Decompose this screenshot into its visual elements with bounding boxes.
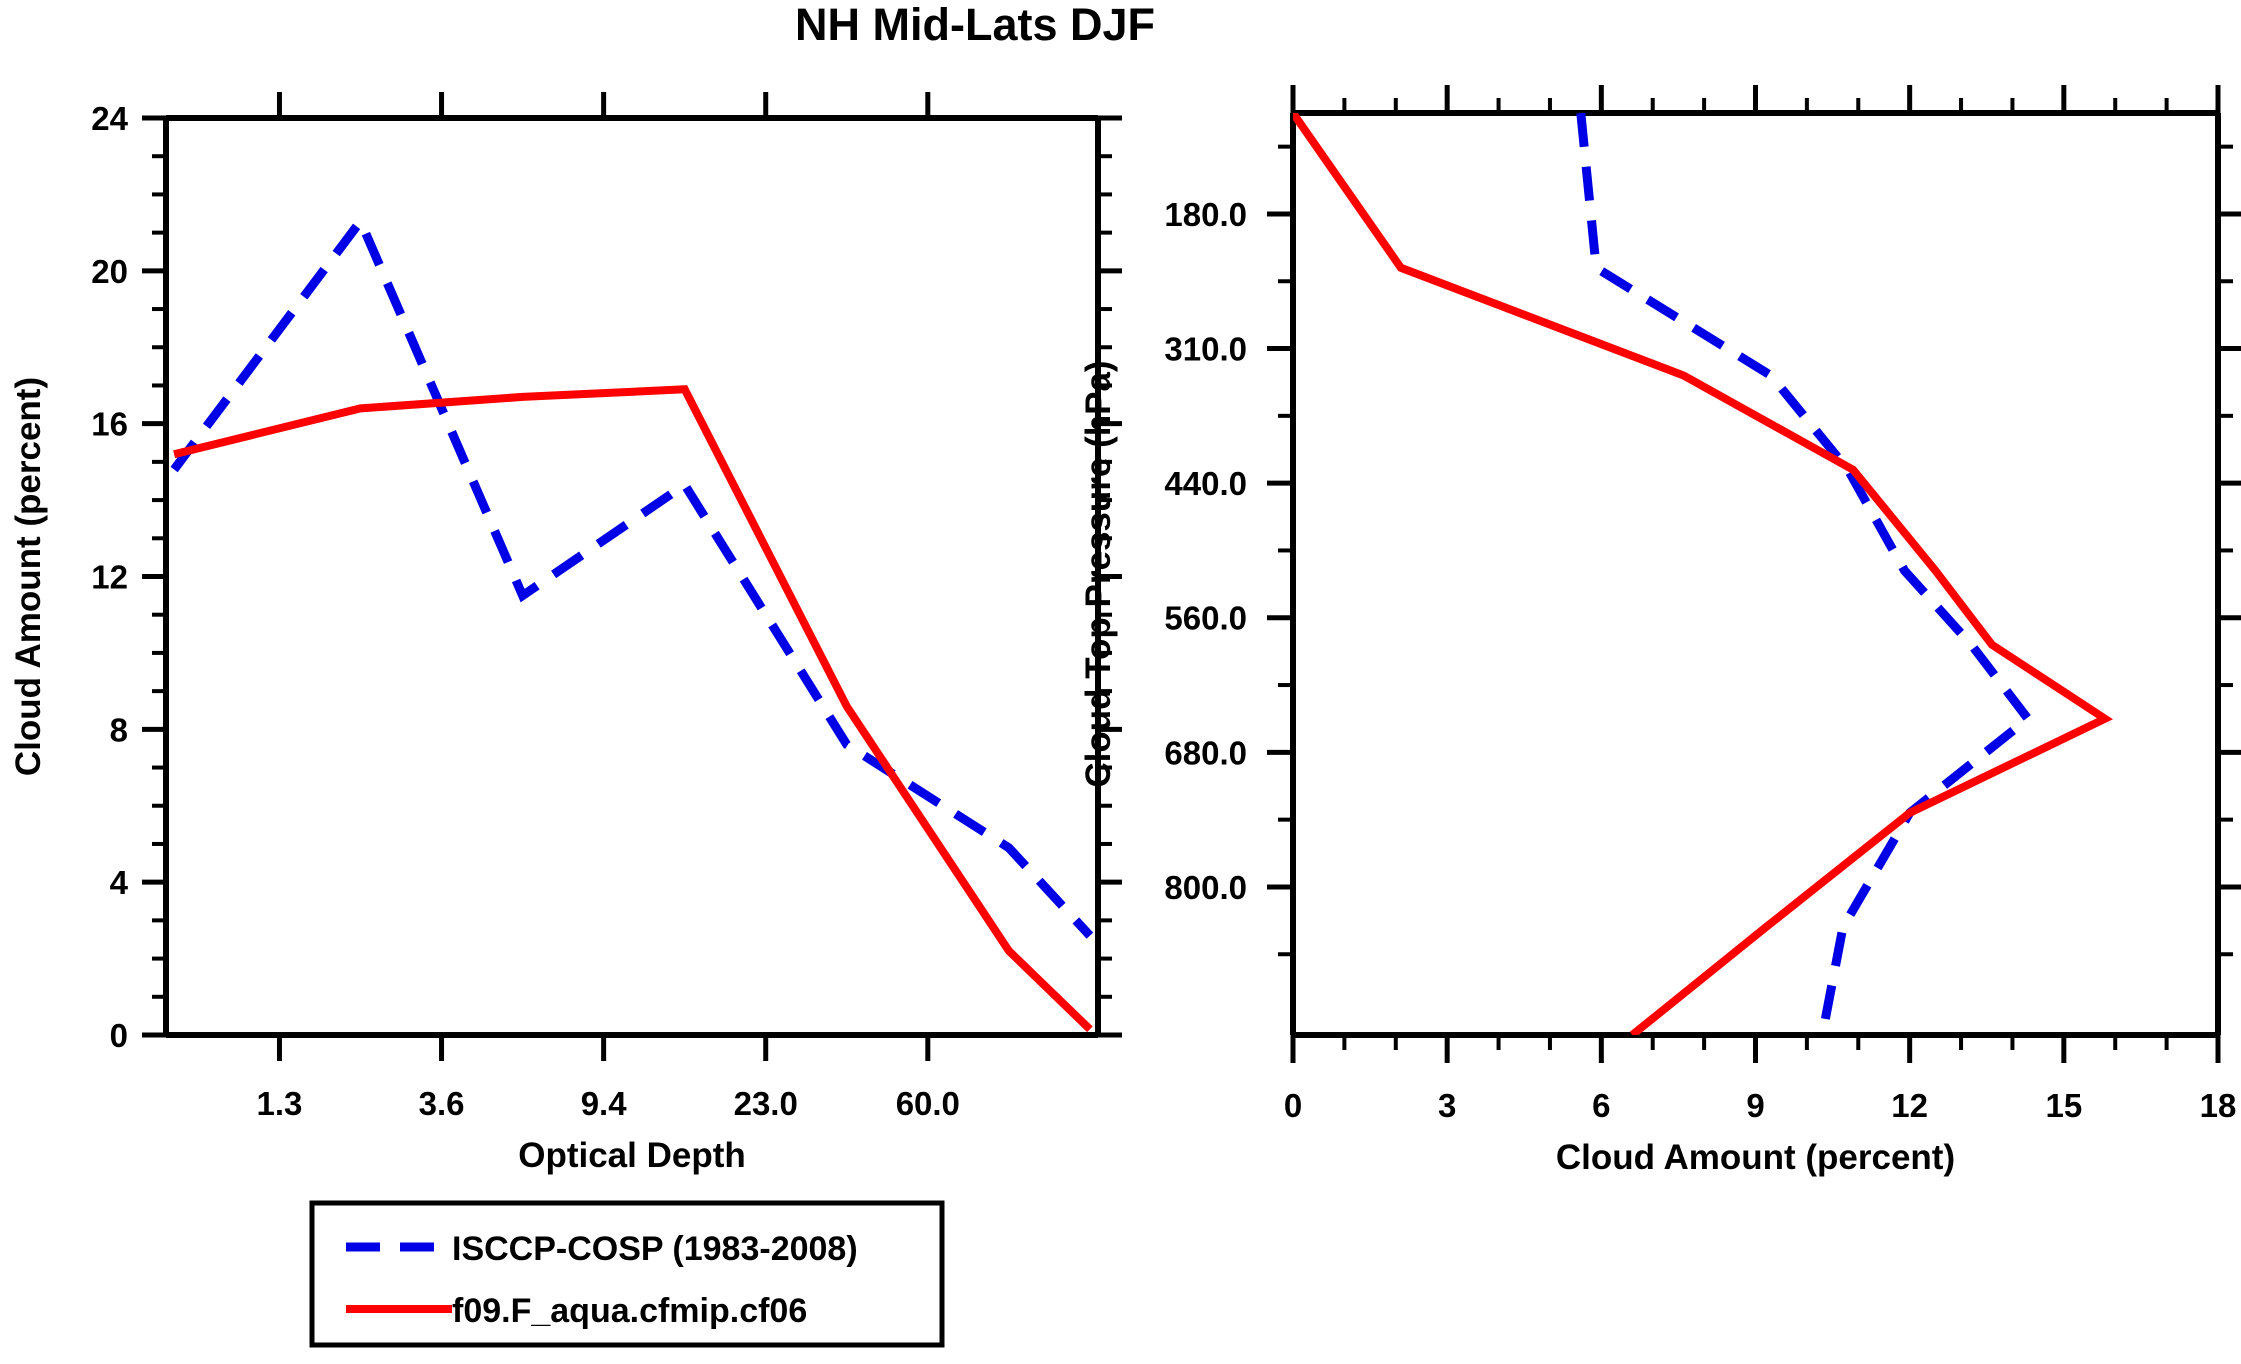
cloud-top-pressure-chart: 180.0 310.0 440.0 560.0 680.0 800.0 0 3 6 9 12 15 18…: [1079, 85, 2241, 1177]
left-x-tick-label: 3.6: [419, 1085, 465, 1122]
right-x-tick-label: 12: [1891, 1087, 1928, 1124]
right-y-tick-label: 560.0: [1164, 600, 1247, 637]
left-y-tick-label: 24: [91, 100, 128, 137]
right-y-tick-label: 180.0: [1164, 196, 1247, 233]
right-series-obs: [1576, 113, 2035, 1035]
right-x-axis-label: Cloud Amount (percent): [1556, 1138, 1955, 1177]
left-series-model: [173, 385, 1093, 1033]
figure-title: NH Mid-Lats DJF: [795, 0, 1155, 50]
left-y-tick-label: 4: [110, 864, 129, 901]
right-x-tick-label: 18: [2200, 1087, 2237, 1124]
optical-depth-chart: 0 4 8 12 16 20 24 1.3 3.6 9.4 23.0 60.0 Optical Dept…: [9, 92, 1122, 1175]
legend-label-model: f09.F_aqua.cfmip.cf06: [452, 1292, 807, 1330]
right-y-tick-label: 310.0: [1164, 331, 1247, 368]
right-x-tick-label: 9: [1746, 1087, 1764, 1124]
left-series-obs: [170, 212, 1094, 939]
right-y-axis-label: Cloud Top Pressure (hPa): [1079, 360, 1118, 787]
left-x-tick-label: 1.3: [257, 1085, 303, 1122]
right-x-tick-label: 0: [1284, 1087, 1302, 1124]
left-x-axis-label: Optical Depth: [518, 1136, 746, 1175]
left-x-tick-label: 60.0: [896, 1085, 960, 1122]
left-y-axis-label: Cloud Amount (percent): [9, 377, 48, 776]
right-series-model: [1293, 113, 2114, 1035]
legend-label-obs: ISCCP-COSP (1983-2008): [452, 1230, 858, 1268]
left-y-tick-label: 20: [91, 253, 128, 290]
legend-box: [309, 1200, 945, 1348]
right-x-tick-label: 15: [2045, 1087, 2082, 1124]
right-y-tick-label: 800.0: [1164, 869, 1247, 906]
left-y-tick-label: 12: [91, 559, 128, 596]
right-x-tick-label: 3: [1438, 1087, 1456, 1124]
right-y-tick-label: 680.0: [1164, 734, 1247, 771]
right-x-tick-label: 6: [1592, 1087, 1610, 1124]
right-y-tick-label: 440.0: [1164, 465, 1247, 502]
left-y-tick-label: 16: [91, 406, 128, 443]
left-x-tick-label: 23.0: [734, 1085, 798, 1122]
left-x-tick-label: 9.4: [581, 1085, 628, 1122]
left-y-tick-label: 8: [110, 711, 128, 748]
right-plot-area: [1293, 113, 2114, 1035]
legend: ISCCP-COSP (1983-2008) f09.F_aqua.cfmip.c…: [309, 1200, 945, 1348]
left-y-tick-label: 0: [110, 1017, 128, 1054]
